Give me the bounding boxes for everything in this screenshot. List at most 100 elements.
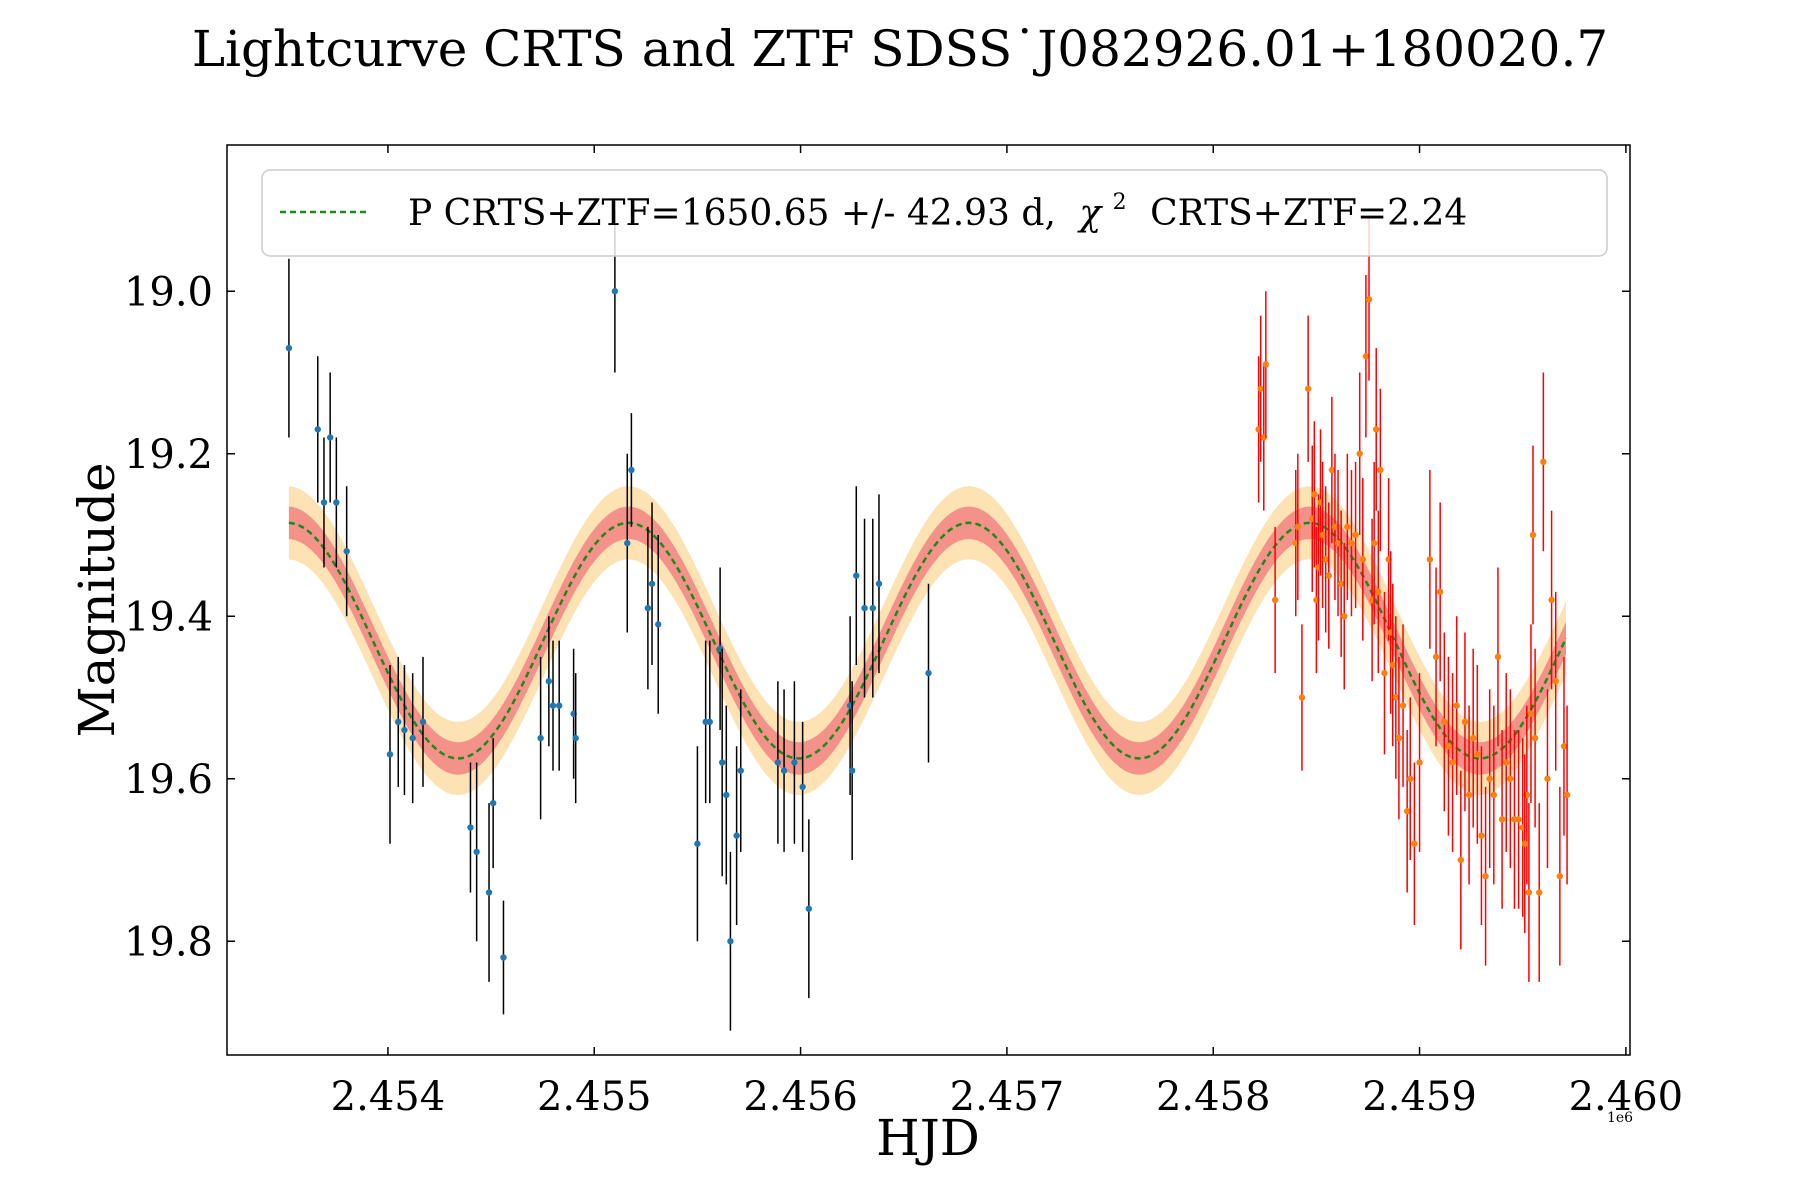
ztf-point [1494,653,1502,661]
crts-point [805,905,813,912]
ztf-point [1375,588,1382,596]
crts-point [409,734,416,742]
ztf-point [1531,734,1539,742]
ztf-point [1474,751,1481,758]
legend-prefix: P CRTS+ZTF=1650.65 +/- 42.93 d, [408,193,1056,234]
ztf-point [1328,466,1336,474]
ztf-point [1527,710,1535,717]
crts-point [718,759,726,766]
crts-point [537,734,544,742]
crts-point [925,669,932,677]
ztf-point [1426,556,1434,563]
ztf-point [1348,539,1355,547]
y-tick-label: 19.2 [124,432,213,478]
crts-point [853,572,860,579]
crts-point [655,621,662,628]
ztf-point [1432,653,1440,661]
ztf-point [1556,873,1564,880]
crts-point [500,954,507,961]
ztf-point [1525,889,1533,896]
ztf-point [1304,385,1312,392]
crts-point [401,726,408,734]
ztf-point [1392,694,1400,701]
ztf-point [1389,661,1396,669]
ztf-point [1365,296,1373,303]
ztf-point [1507,775,1514,782]
ztf-point [1529,531,1537,539]
ztf-point [1521,840,1528,847]
y-tick-label: 19.4 [124,594,213,640]
x-tick-label: 2.454 [331,1074,446,1120]
crts-point [799,783,806,791]
y-tick-label: 19.6 [124,757,213,803]
crts-point [869,604,876,612]
crts-point [343,548,350,555]
chart-legend: P CRTS+ZTF=1650.65 +/- 42.93 d, χ 2 CRTS… [261,169,1608,257]
model-layer [288,486,1568,795]
ztf-point [1449,759,1456,766]
chart-title: Lightcurve CRTS and ZTF SDSS˙J082926.01+… [192,20,1608,78]
crts-point [326,434,334,441]
crts-point [780,767,788,774]
crts-point [314,426,321,433]
ztf-point [1331,523,1339,531]
ztf-point [1373,426,1380,433]
crts-point [419,718,427,726]
crts-point [285,344,293,352]
y-axis-label: Magnitude [68,462,126,737]
crts-point [467,824,474,831]
legend-suffix: CRTS+ZTF=2.24 [1150,193,1467,234]
crts-point [648,580,656,587]
ztf-point [1461,718,1469,726]
legend-chi: χ [1076,193,1103,234]
model-outer-band [288,486,1566,795]
ztf-point [1319,531,1326,539]
ztf-point [1436,588,1444,596]
y-tick-label: 19.8 [124,919,213,965]
ztf-point [1411,840,1418,847]
ztf-point [1482,873,1489,880]
crts-point [706,718,713,726]
crts-point [489,799,497,807]
crts-point [694,840,701,847]
crts-point [473,848,480,856]
ztf-point [1552,678,1559,685]
ztf-point [1341,613,1348,620]
crts-point [624,539,631,547]
ztf-point [1563,791,1571,799]
crts-point [733,832,740,839]
data-points-layer [285,210,1571,1031]
y-tick-label: 19.0 [124,269,213,315]
crts-point [727,938,734,945]
crts-point [386,751,394,758]
ztf-point [1416,759,1423,766]
x-axis-label: HJD [876,1109,980,1167]
ztf-point [1515,816,1522,823]
crts-point [395,718,402,726]
x-tick-label: 2.459 [1362,1074,1477,1120]
ztf-point [1322,556,1329,563]
ztf-point [1548,596,1555,604]
crts-point [555,702,563,709]
ztf-point [1298,694,1306,701]
ztf-point [1536,889,1543,896]
ztf-point [1334,539,1342,547]
ztf-point [1395,734,1403,742]
ztf-point [1445,743,1452,750]
series-ztf [1255,218,1571,982]
ztf-point [1377,466,1384,474]
x-tick-label: 2.456 [743,1074,858,1120]
ztf-point [1407,775,1414,782]
model-curve [288,521,1568,760]
ztf-point [1453,702,1460,709]
ztf-point [1478,832,1485,839]
ztf-point [1503,759,1510,766]
ztf-point [1465,791,1473,799]
ztf-point [1311,491,1318,498]
ztf-point [1544,775,1551,782]
ztf-point [1457,856,1465,864]
crts-point [723,791,730,799]
ztf-point [1257,385,1264,392]
crts-point [611,288,619,295]
